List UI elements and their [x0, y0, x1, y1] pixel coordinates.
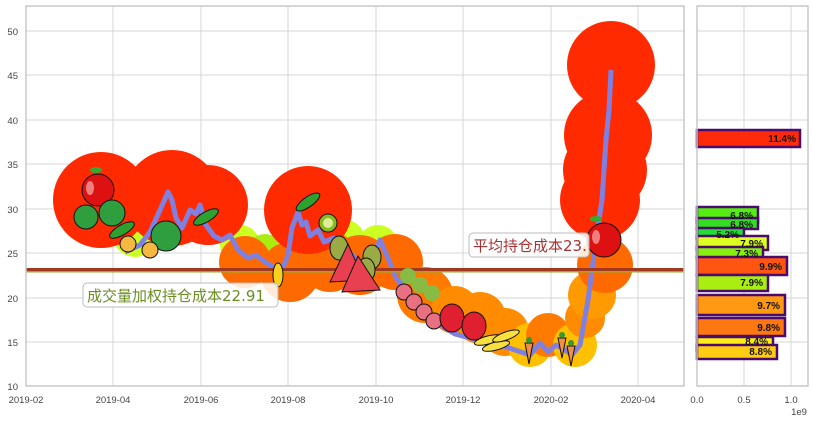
svg-text:2019-08: 2019-08 — [271, 395, 306, 406]
apple-icon — [586, 216, 622, 258]
svg-text:成交量加权持仓成本22.91: 成交量加权持仓成本22.91 — [87, 287, 265, 305]
radish-leaf-icon — [400, 268, 440, 301]
price-line — [123, 69, 614, 358]
apple-icon — [81, 167, 115, 207]
pea-pod-icon — [109, 192, 321, 239]
svg-text:10: 10 — [7, 382, 18, 393]
avg-cost-annotation: 平均持仓成本23. — [468, 232, 590, 258]
bar-x-axis: 0.0 0.5 1.0 1e9 — [690, 395, 807, 418]
svg-text:45: 45 — [7, 71, 18, 82]
svg-text:0.0: 0.0 — [690, 395, 703, 406]
bar-labels: 11.4% 6.8% 6.8% 5.2% 7.9% 7.3% 9.9% 7.9%… — [716, 134, 796, 358]
svg-text:30: 30 — [7, 205, 18, 216]
svg-text:20: 20 — [7, 294, 18, 305]
svg-text:7.3%: 7.3% — [735, 249, 758, 260]
svg-text:2019-12: 2019-12 — [446, 395, 481, 406]
svg-text:1.0: 1.0 — [784, 395, 797, 406]
svg-text:平均持仓成本23.: 平均持仓成本23. — [473, 237, 587, 255]
svg-text:8.4%: 8.4% — [745, 337, 768, 348]
orange-icon — [119, 235, 159, 259]
svg-text:6.8%: 6.8% — [730, 220, 753, 231]
svg-text:9.9%: 9.9% — [759, 262, 782, 273]
y-axis: 10 15 20 25 30 35 40 45 50 — [7, 27, 18, 393]
svg-text:5.2%: 5.2% — [716, 230, 739, 241]
svg-text:2019-04: 2019-04 — [96, 395, 131, 406]
main-plot: 平均持仓成本23. 成交量加权持仓成本22.91 — [25, 5, 685, 387]
svg-text:35: 35 — [7, 160, 18, 171]
svg-text:40: 40 — [7, 116, 18, 127]
kiwi-icon — [318, 213, 338, 233]
svg-text:7.9%: 7.9% — [740, 278, 763, 289]
strawberry-icon — [439, 303, 487, 341]
x-axis: 2019-02 2019-04 2019-06 2019-08 2019-10 … — [9, 395, 656, 406]
svg-text:11.4%: 11.4% — [768, 134, 796, 145]
vwap-cost-annotation: 成交量加权持仓成本22.91 — [82, 282, 279, 308]
svg-text:8.8%: 8.8% — [749, 347, 772, 358]
fruit-icons — [73, 167, 622, 367]
svg-text:9.7%: 9.7% — [757, 301, 780, 312]
svg-text:2019-02: 2019-02 — [9, 395, 44, 406]
watermelon-icon — [73, 199, 182, 252]
svg-text:50: 50 — [7, 27, 18, 38]
volume-profile-panel: 11.4% 6.8% 6.8% 5.2% 7.9% 7.3% 9.9% 7.9%… — [695, 5, 809, 387]
radish-icon — [395, 283, 443, 330]
svg-text:1e9: 1e9 — [791, 407, 807, 418]
svg-text:7.9%: 7.9% — [740, 239, 763, 250]
svg-text:2019-10: 2019-10 — [359, 395, 394, 406]
svg-text:15: 15 — [7, 338, 18, 349]
svg-text:2020-02: 2020-02 — [534, 395, 569, 406]
svg-text:2019-06: 2019-06 — [184, 395, 219, 406]
svg-text:2020-04: 2020-04 — [621, 395, 656, 406]
svg-text:6.8%: 6.8% — [730, 211, 753, 222]
svg-text:0.5: 0.5 — [737, 395, 750, 406]
svg-text:25: 25 — [7, 249, 18, 260]
svg-text:9.8%: 9.8% — [757, 323, 780, 334]
watermelon-slice-icon — [329, 242, 381, 293]
banana-icon — [473, 329, 520, 352]
